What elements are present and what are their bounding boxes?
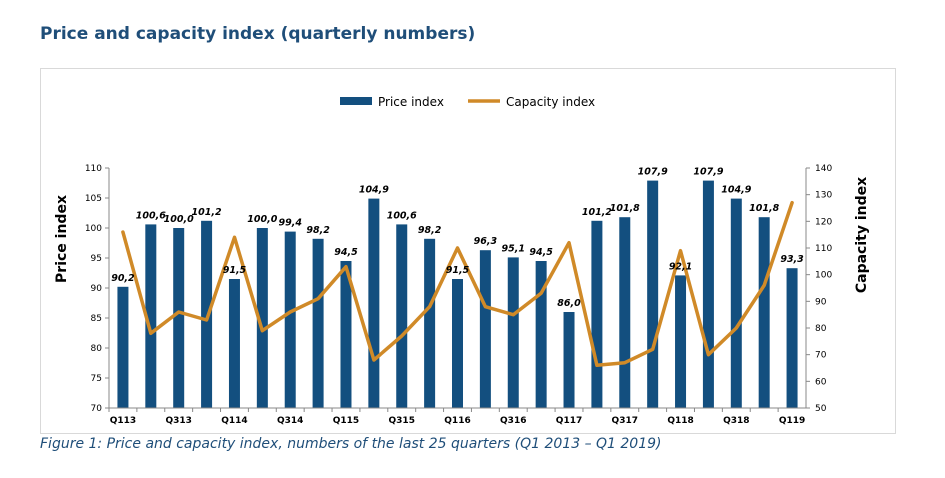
- data-label-price-index: 91,5: [446, 265, 470, 276]
- x-tick-label: Q119: [779, 416, 805, 426]
- bar-price-index: [117, 286, 129, 408]
- data-label-price-index: 101,2: [582, 207, 612, 218]
- data-label-price-index: 96,3: [474, 236, 498, 247]
- x-tick-label: Q116: [444, 416, 470, 426]
- bar-price-index: [647, 180, 659, 408]
- y-tick-label: 110: [85, 164, 102, 174]
- bar-price-index: [507, 257, 519, 408]
- y2-tick-label: 50: [815, 404, 827, 414]
- x-tick-label: Q316: [500, 416, 526, 426]
- y2-tick-label: 110: [815, 244, 832, 254]
- data-label-price-index: 93,3: [780, 254, 804, 265]
- legend-swatch-price-index: [340, 97, 372, 105]
- bar-price-index: [479, 250, 491, 408]
- bar-series: [117, 180, 798, 408]
- data-label-price-index: 98,2: [306, 225, 330, 236]
- bar-price-index: [563, 312, 575, 408]
- data-label-price-index: 100,0: [164, 214, 194, 225]
- data-label-price-index: 94,5: [529, 247, 553, 258]
- y-tick-label: 105: [85, 194, 102, 204]
- y2-tick-label: 120: [815, 217, 832, 227]
- bar-price-index: [591, 220, 603, 408]
- bar-price-index: [675, 275, 687, 408]
- y-tick-label: 80: [91, 344, 103, 354]
- x-tick-label: Q318: [723, 416, 749, 426]
- data-label-price-index: 90,2: [111, 273, 135, 284]
- x-tick-label: Q113: [110, 416, 136, 426]
- chart-area: [40, 68, 896, 434]
- y-tick-label: 90: [91, 284, 103, 294]
- y2-tick-label: 130: [815, 191, 832, 201]
- data-label-price-index: 98,2: [418, 225, 442, 236]
- y-tick-label: 85: [91, 314, 102, 324]
- legend-label-price-index: Price index: [378, 95, 444, 109]
- line-series: [121, 200, 794, 368]
- figure-caption: Figure 1: Price and capacity index, numb…: [40, 436, 662, 452]
- bar-price-index: [284, 231, 296, 408]
- data-label-price-index: 92,1: [669, 261, 692, 272]
- page-title: Price and capacity index (quarterly numb…: [40, 24, 476, 44]
- data-label-price-index: 101,2: [192, 207, 222, 218]
- y2-axis-title: Capacity index: [854, 177, 870, 293]
- y-tick-label: 95: [91, 254, 102, 264]
- bar-price-index: [201, 220, 213, 408]
- bar-price-index: [256, 228, 268, 408]
- bar-price-index: [786, 268, 798, 408]
- bar-price-index: [312, 238, 324, 408]
- bar-price-index: [173, 228, 185, 408]
- x-tick-label: Q314: [277, 416, 303, 426]
- data-label-price-index: 101,8: [610, 203, 640, 214]
- data-label-price-index: 101,8: [749, 203, 779, 214]
- data-label-price-index: 99,4: [278, 218, 302, 229]
- y-axis-title: Price index: [54, 195, 70, 283]
- bar-price-index: [452, 279, 463, 408]
- bar-price-index: [228, 279, 240, 408]
- data-label-price-index: 107,9: [693, 167, 723, 178]
- legend-label-capacity-index: Capacity index: [506, 95, 595, 109]
- axes: 70 75 80 85 90 95 100 105 110 50 60 70 80 90 100 110 120…: [85, 164, 833, 426]
- data-label-price-index: 104,9: [359, 185, 389, 196]
- bar-price-index: [145, 224, 157, 408]
- y2-tick-label: 60: [815, 377, 827, 387]
- x-tick-label: Q317: [612, 416, 638, 426]
- data-label-price-index: 95,1: [502, 243, 525, 254]
- y-tick-label: 75: [91, 374, 102, 384]
- y2-tick-label: 90: [815, 297, 827, 307]
- bar-price-index: [340, 261, 352, 408]
- data-label-price-index: 107,9: [638, 167, 668, 178]
- bar-price-index: [535, 261, 547, 408]
- x-tick-label: Q118: [667, 416, 693, 426]
- x-tick-label: Q315: [389, 416, 415, 426]
- y2-tick-label: 70: [815, 351, 827, 361]
- bar-price-index: [396, 224, 408, 408]
- bar-price-index: [368, 198, 380, 408]
- y2-tick-label: 100: [815, 271, 832, 281]
- bar-price-index: [730, 198, 742, 408]
- bar-price-index: [758, 217, 770, 408]
- y-tick-label: 100: [85, 224, 102, 234]
- y2-tick-label: 80: [815, 324, 827, 334]
- y2-tick-label: 140: [815, 164, 832, 174]
- bar-price-index: [424, 238, 436, 408]
- x-tick-label: Q117: [556, 416, 582, 426]
- data-label-price-index: 100,0: [247, 214, 277, 225]
- data-label-price-index: 100,6: [136, 210, 166, 221]
- data-label-price-index: 94,5: [334, 247, 358, 258]
- data-label-price-index: 91,5: [223, 265, 247, 276]
- data-label-price-index: 100,6: [387, 210, 417, 221]
- x-tick-label: Q115: [333, 416, 359, 426]
- x-tick-label: Q114: [221, 416, 247, 426]
- bar-price-index: [619, 217, 631, 408]
- x-tick-label: Q313: [165, 416, 191, 426]
- bar-price-index: [702, 180, 714, 408]
- y-tick-label: 70: [91, 404, 103, 414]
- data-label-price-index: 86,0: [557, 298, 581, 309]
- data-label-price-index: 104,9: [721, 185, 751, 196]
- legend: Price index Capacity index: [340, 95, 595, 109]
